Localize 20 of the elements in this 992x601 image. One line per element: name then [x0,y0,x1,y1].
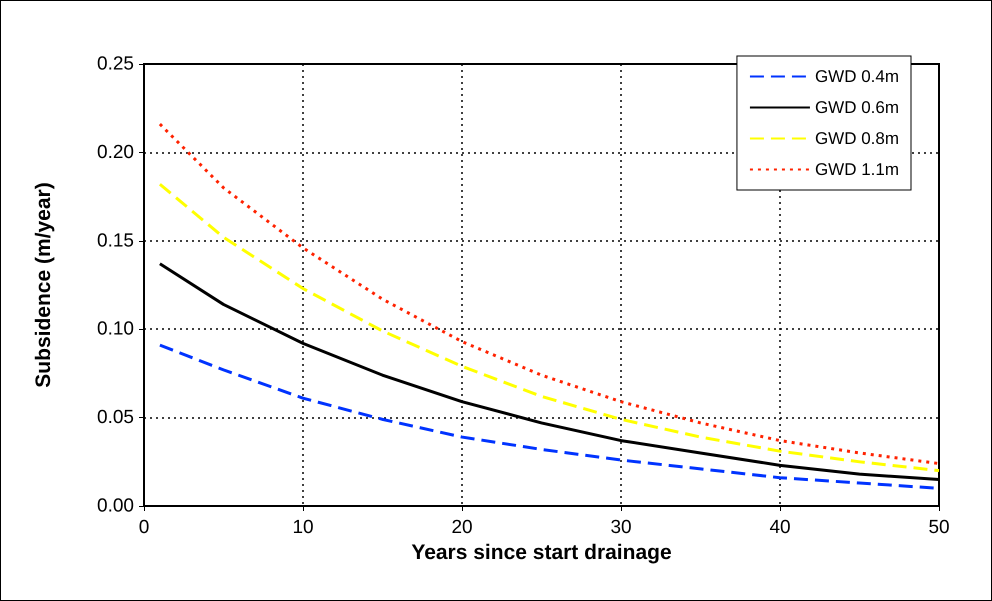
x-tick-label: 50 [928,517,950,538]
x-tick-label: 30 [610,517,632,538]
y-tick-label: 0.25 [97,54,134,74]
legend-label: GWD 0.6m [814,98,899,117]
line-series [158,182,940,472]
y-axis-title: Subsidence (m/year) [32,182,55,388]
y-tick-label: 0.15 [97,230,134,252]
y-tick-label: 0.20 [97,142,134,163]
line-series [158,122,940,466]
y-tick-label: 0.10 [97,318,134,340]
x-tick-label: 10 [292,517,314,538]
legend-label: GWD 1.1m [814,160,899,179]
legend-label: GWD 0.4m [814,67,899,86]
x-tick-label: 20 [451,517,473,538]
y-tick-label: 0.00 [97,496,134,516]
x-axis-title: Years since start drainage [411,540,672,564]
legend-label: GWD 0.8m [814,129,899,148]
x-tick-label: 0 [138,517,150,538]
x-tick-label: 40 [769,517,791,538]
y-tick-label: 0.05 [97,407,134,428]
